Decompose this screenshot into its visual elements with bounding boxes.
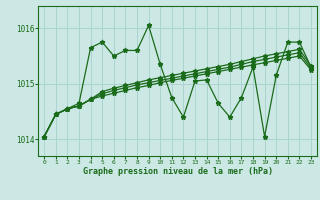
X-axis label: Graphe pression niveau de la mer (hPa): Graphe pression niveau de la mer (hPa) bbox=[83, 167, 273, 176]
